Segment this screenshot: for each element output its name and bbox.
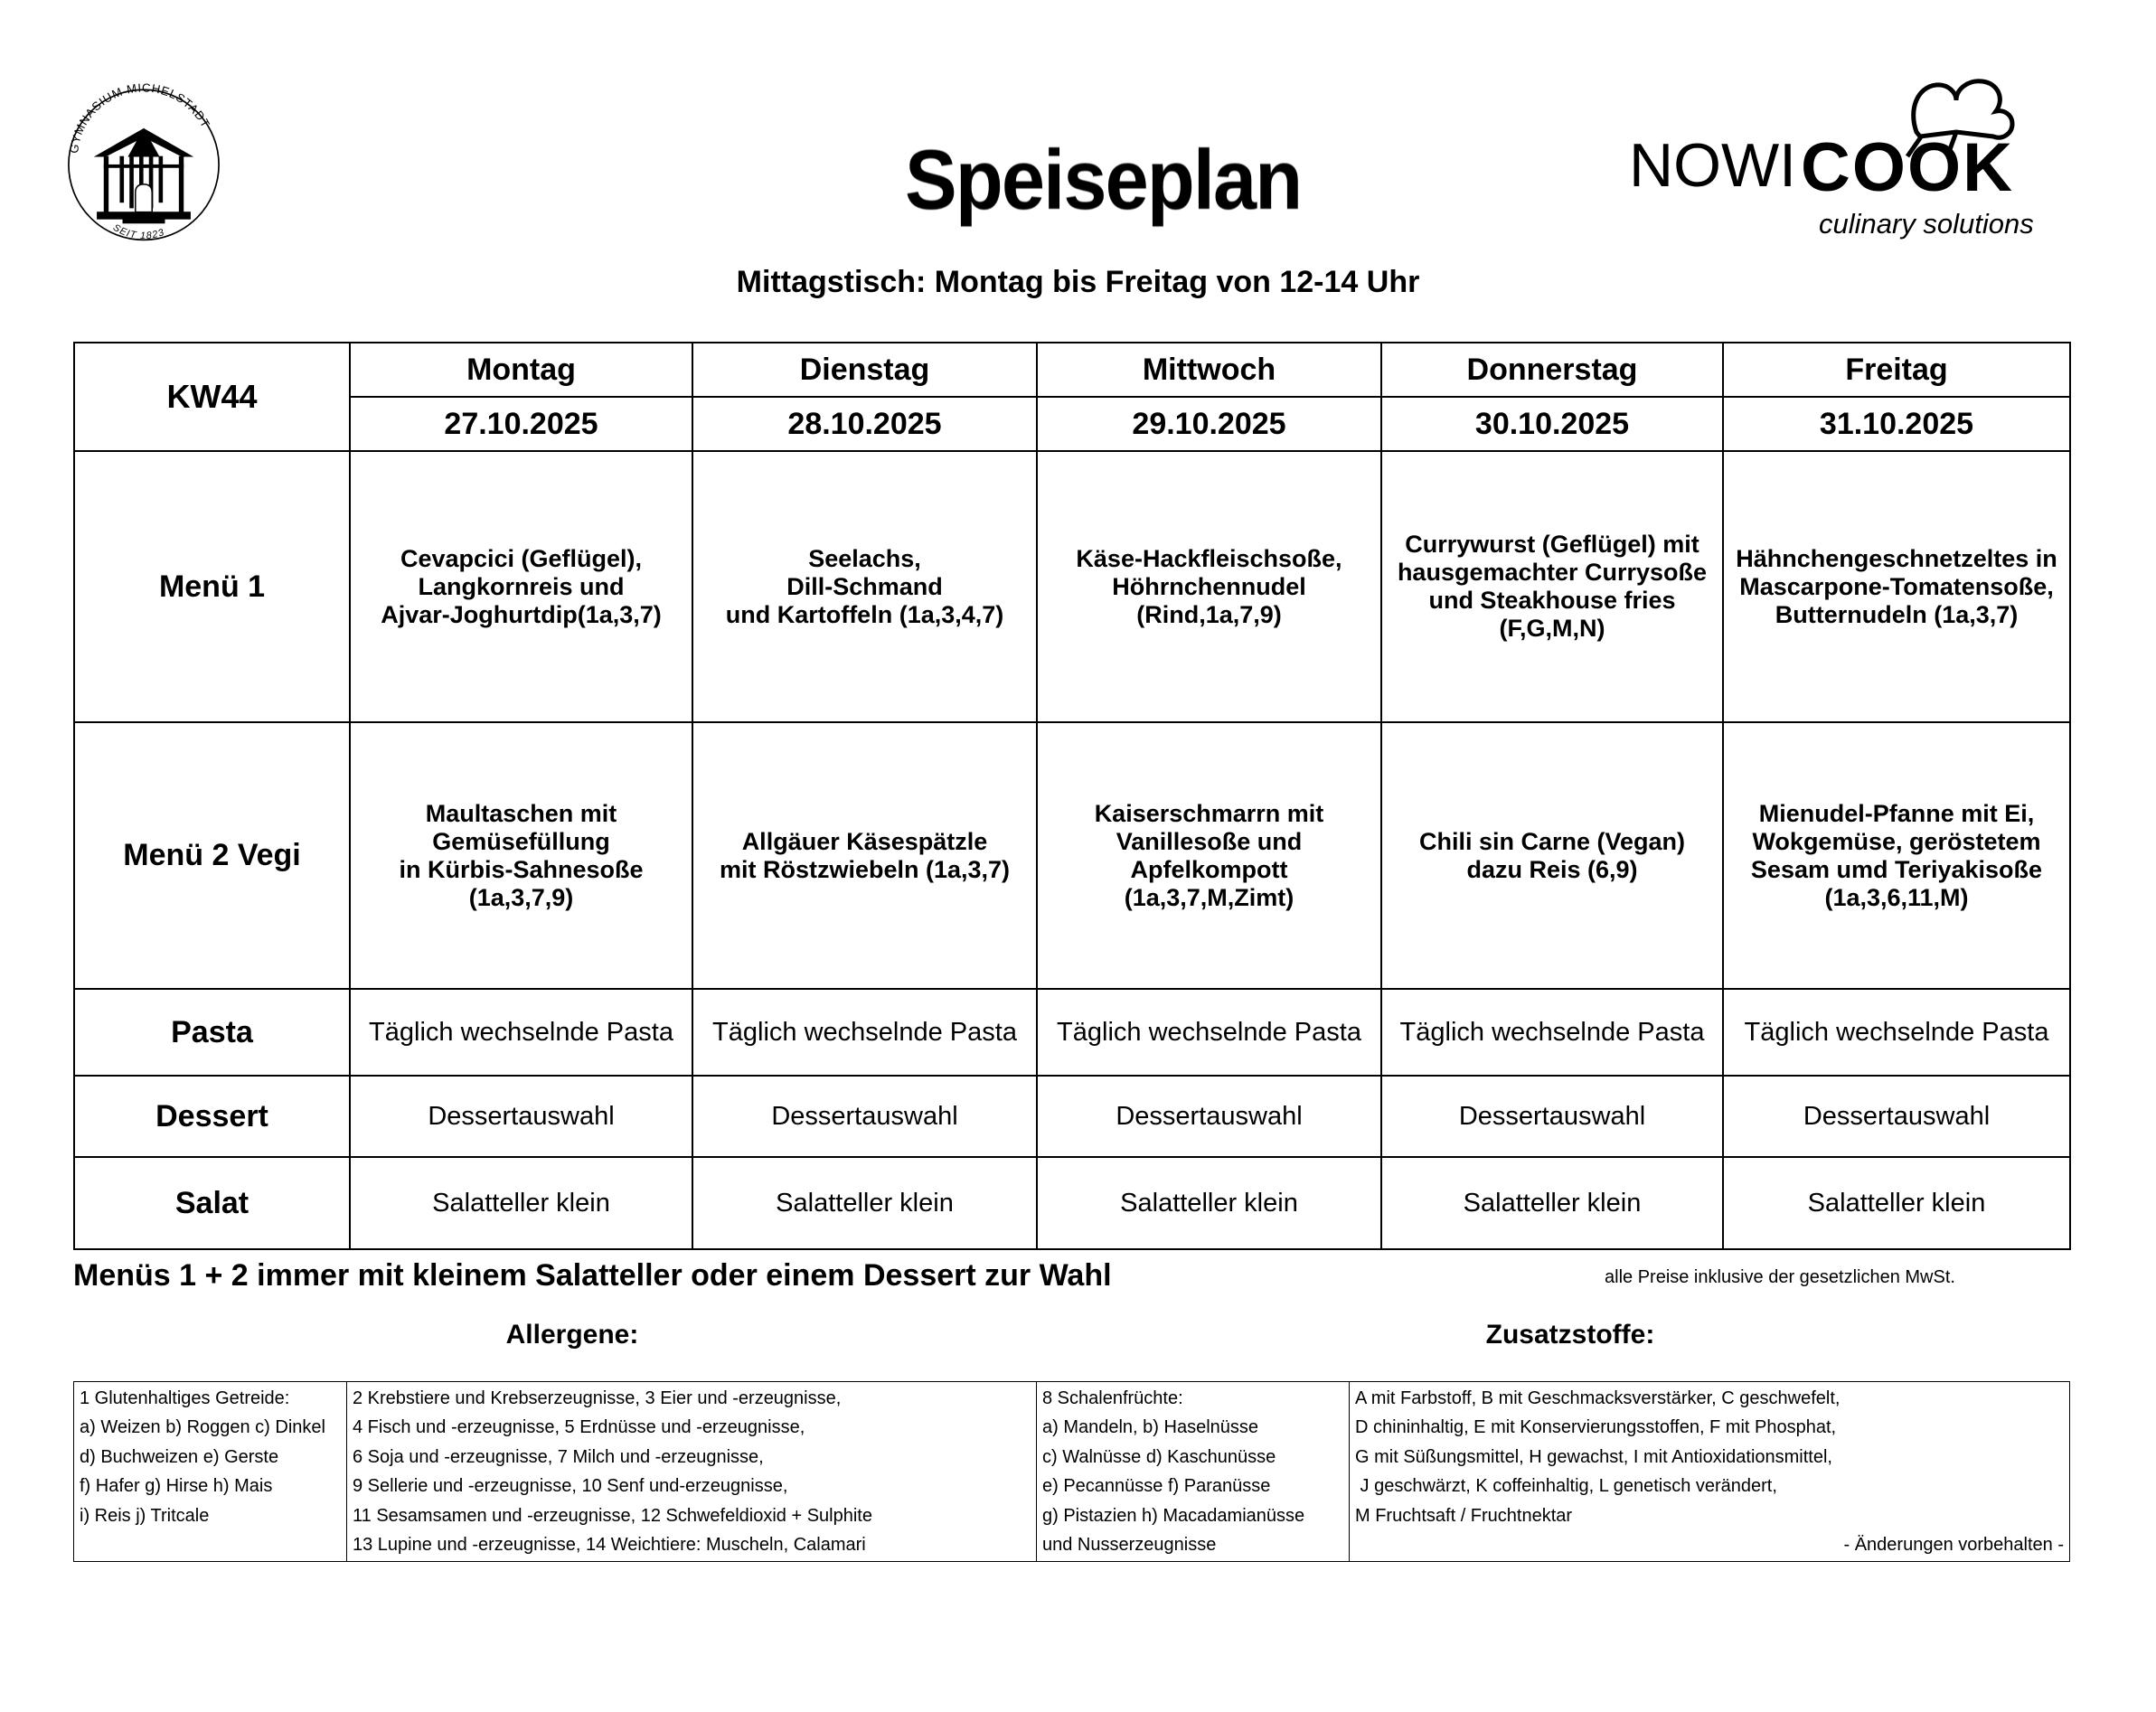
svg-text:NOWI: NOWI bbox=[1629, 131, 1796, 200]
svg-text:culinary solutions: culinary solutions bbox=[1819, 208, 2034, 240]
svg-text:COOK: COOK bbox=[1801, 129, 2014, 206]
